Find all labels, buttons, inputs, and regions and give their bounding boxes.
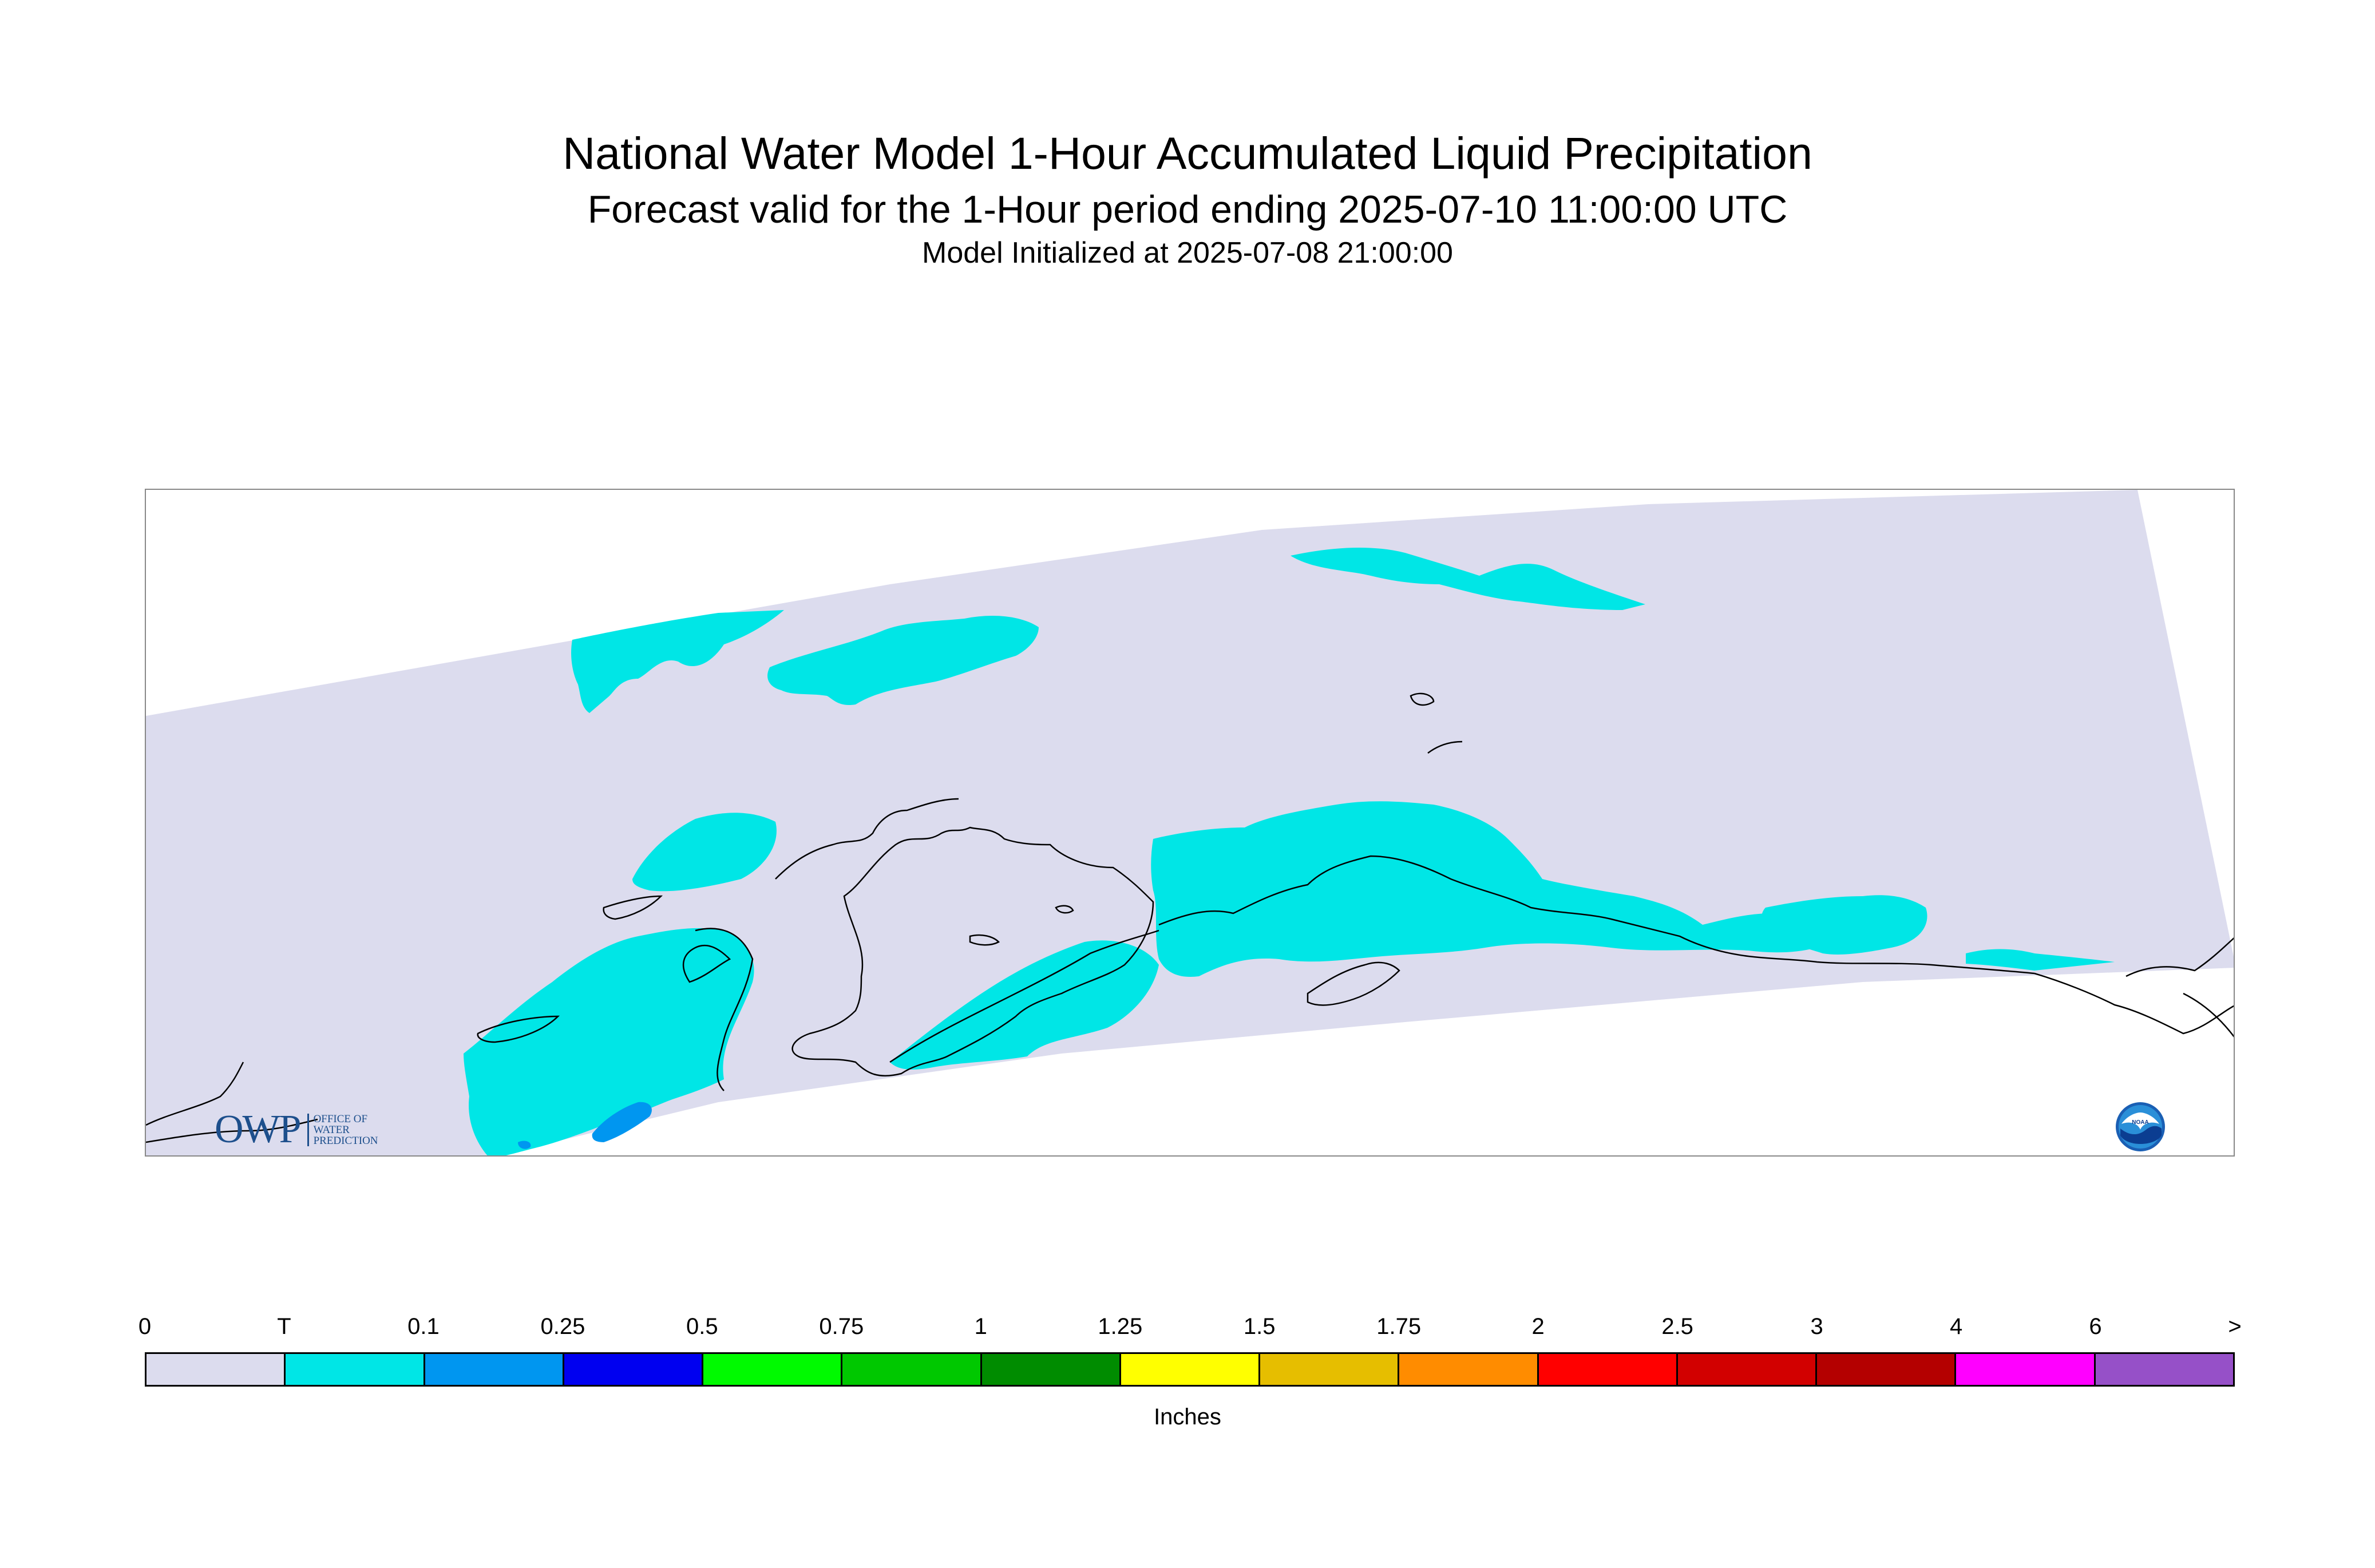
- coastline-st-lawrence: [477, 1015, 560, 1043]
- model-domain: [146, 490, 2234, 1155]
- legend-tick-label: 1: [974, 1314, 987, 1339]
- legend-swatch-14: [2095, 1354, 2233, 1385]
- legend-tick-label: 0.25: [540, 1314, 585, 1339]
- legend-swatch-4: [703, 1354, 843, 1385]
- map-panel: OWP OFFICE OF WATER PREDICTION NOAA: [145, 489, 2235, 1157]
- coastline-pribilof: [969, 934, 1000, 946]
- legend-units-label: Inches: [1154, 1404, 1221, 1430]
- legend-tick-label: >: [2228, 1314, 2242, 1339]
- coastline-norton-sound: [683, 944, 731, 983]
- legend-tick-label: 4: [1949, 1314, 1963, 1339]
- legend-tick-label: 1.5: [1243, 1314, 1276, 1339]
- precip-area-northwest: [571, 610, 784, 713]
- legend-swatch-7: [1121, 1354, 1261, 1385]
- legend-tick-label: 3: [1810, 1314, 1823, 1339]
- legend-swatch-9: [1399, 1354, 1539, 1385]
- coastline-arctic-islands: [1410, 692, 1463, 754]
- owp-sub-line-3: PREDICTION: [313, 1134, 378, 1147]
- precip-area-bering: [632, 813, 777, 892]
- precip-area-northeast: [1291, 547, 1645, 610]
- precip-trace-areas: [464, 547, 2115, 1155]
- precip-area-alaska-peninsula: [890, 940, 1159, 1070]
- precip-area-panhandle: [1966, 949, 2115, 971]
- legend-swatch-12: [1817, 1354, 1957, 1385]
- precip-0-1-patch: [592, 1102, 652, 1142]
- coastline-kuskokwim-bay: [695, 928, 754, 1091]
- precipitation-map: [146, 490, 2234, 1155]
- coastline-seward-peninsula: [775, 798, 959, 880]
- coastlines: [146, 692, 2234, 1143]
- legend-swatch-6: [981, 1354, 1121, 1385]
- legend-tick-label: 1.25: [1098, 1314, 1143, 1339]
- coastline-western-alaska: [791, 826, 1154, 1077]
- legend-swatch-8: [1260, 1354, 1400, 1385]
- precip-area-east: [1761, 895, 1927, 955]
- color-legend: [145, 1352, 2235, 1387]
- coastline-nunivak: [603, 895, 663, 920]
- legend-tick-label: 0.75: [819, 1314, 864, 1339]
- legend-swatch-13: [1956, 1354, 2096, 1385]
- legend-swatch-3: [564, 1354, 704, 1385]
- coastline-st-matthew: [1055, 905, 1074, 914]
- legend-swatch-5: [842, 1354, 982, 1385]
- owp-logo-main: OWP: [215, 1107, 302, 1151]
- owp-logo-subtitle: OFFICE OF WATER PREDICTION: [307, 1112, 378, 1147]
- legend-tick-label: 0.1: [407, 1314, 440, 1339]
- legend-swatch-0: [147, 1354, 286, 1385]
- legend-tick-label: 6: [2089, 1314, 2102, 1339]
- legend-tick-label: 1.75: [1376, 1314, 1422, 1339]
- noaa-logo-label: NOAA: [2132, 1119, 2148, 1126]
- owp-sub-line-2: WATER: [313, 1123, 350, 1136]
- legend-tick-label: 2: [1531, 1314, 1545, 1339]
- precip-area-southwest-coast: [464, 928, 754, 1155]
- coastline-southcentral: [1158, 855, 2035, 975]
- model-init-line: Model Initialized at 2025-07-08 21:00:00: [922, 236, 1453, 270]
- coastline-canada: [2125, 937, 2234, 1038]
- legend-tick-label: T: [277, 1314, 291, 1339]
- precip-area-southcentral: [1151, 801, 1817, 977]
- legend-tick-label: 0.5: [686, 1314, 718, 1339]
- chart-subtitle: Forecast valid for the 1-Hour period end…: [587, 188, 1788, 231]
- legend-swatch-10: [1538, 1354, 1678, 1385]
- chart-title: National Water Model 1-Hour Accumulated …: [563, 128, 1812, 179]
- noaa-logo: NOAA: [2116, 1102, 2165, 1151]
- legend-swatch-1: [286, 1354, 425, 1385]
- legend-swatch-2: [425, 1354, 564, 1385]
- coastline-kodiak: [1307, 961, 1400, 1006]
- coastline-alaska-peninsula: [889, 929, 1159, 1063]
- coastline-southeast: [2034, 972, 2234, 1035]
- owp-logo: OWP OFFICE OF WATER PREDICTION: [215, 1107, 378, 1153]
- coastline-chukotka: [146, 1062, 318, 1143]
- owp-sub-line-1: OFFICE OF: [313, 1112, 368, 1125]
- legend-tick-label: 2.5: [1661, 1314, 1693, 1339]
- precip-area-north-central: [767, 616, 1039, 706]
- precip-0-1-dot: [518, 1141, 531, 1149]
- legend-tick-label: 0: [138, 1314, 152, 1339]
- legend-swatch-11: [1677, 1354, 1818, 1385]
